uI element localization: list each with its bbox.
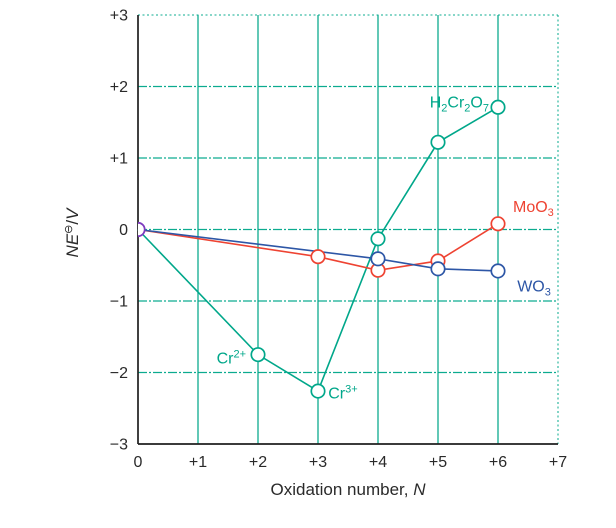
data-point-tungsten <box>490 263 506 279</box>
x-tick-label: +4 <box>369 454 387 471</box>
data-point-molybdenum <box>310 249 326 265</box>
series-label-moo3: MoO3 <box>513 199 554 219</box>
x-tick-label: +2 <box>249 454 267 471</box>
data-point-chromium <box>250 347 266 363</box>
y-tick-label: +3 <box>110 8 128 25</box>
series-label-cr3plus: Cr3+ <box>328 384 357 403</box>
data-point-tungsten <box>370 251 386 267</box>
y-axis-label: NE⊖/V <box>63 207 82 258</box>
x-tick-label: +1 <box>189 454 207 471</box>
y-tick-label: −2 <box>110 365 128 382</box>
x-tick-label: +7 <box>549 454 567 471</box>
y-tick-label: +1 <box>110 151 128 168</box>
y-tick-label: 0 <box>119 222 128 239</box>
series-label-wo3: WO3 <box>517 278 551 298</box>
series-label-cr2plus: Cr2+ <box>217 349 246 368</box>
x-tick-label: +6 <box>489 454 507 471</box>
x-axis-label: Oxidation number, N <box>271 480 427 499</box>
x-tick-label: +3 <box>309 454 327 471</box>
y-tick-label: −1 <box>110 294 128 311</box>
y-tick-label: +2 <box>110 79 128 96</box>
data-point-tungsten <box>430 261 446 277</box>
x-tick-label: +5 <box>429 454 447 471</box>
data-point-chromium <box>430 134 446 150</box>
y-tick-label: −3 <box>110 437 128 454</box>
series-line-tungsten <box>137 228 499 272</box>
data-point-molybdenum <box>490 216 506 232</box>
data-point-chromium <box>490 99 506 115</box>
data-point-chromium <box>370 231 386 247</box>
series-line-chromium <box>137 106 499 393</box>
series-label-h2cr2o7: H2Cr2O7 <box>430 95 489 115</box>
x-tick-label: 0 <box>134 454 143 471</box>
data-point-origin <box>138 221 146 238</box>
data-point-chromium <box>310 383 326 399</box>
